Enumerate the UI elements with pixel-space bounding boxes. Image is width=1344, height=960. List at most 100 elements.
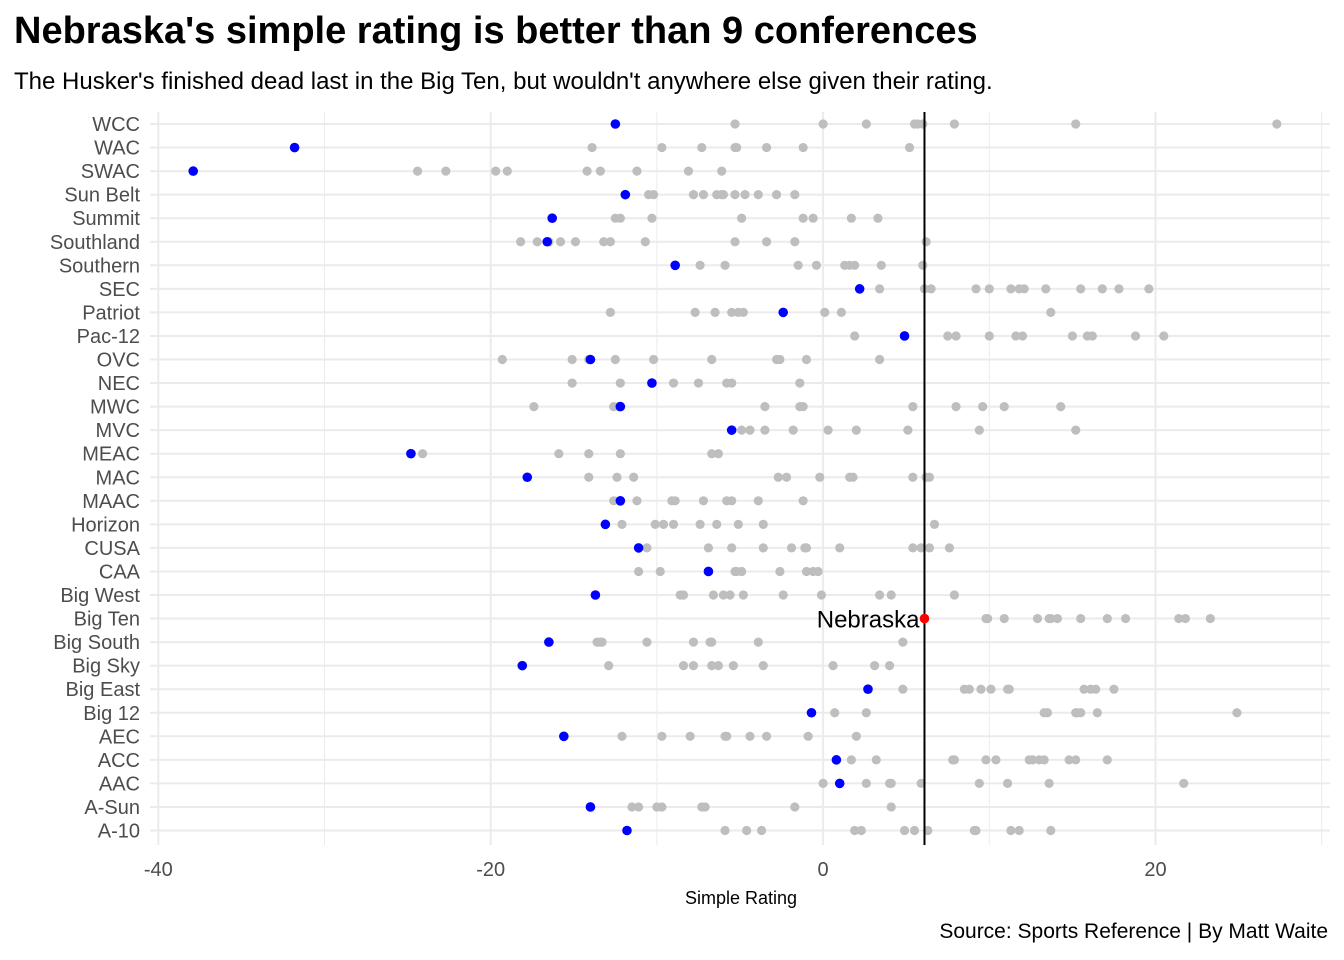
- team-point: [648, 190, 659, 200]
- y-tick-label: Big West: [60, 585, 140, 607]
- team-point: [1011, 331, 1021, 341]
- y-tick-label: OVC: [97, 350, 140, 372]
- team-point: [1071, 425, 1081, 435]
- team-point: [983, 613, 993, 624]
- team-point: [1079, 684, 1089, 694]
- team-point: [1004, 684, 1014, 694]
- team-point: [1205, 613, 1215, 624]
- team-point: [1174, 613, 1184, 624]
- team-point: [627, 802, 637, 812]
- team-point: [758, 661, 768, 671]
- team-point: [974, 778, 984, 789]
- team-point: [629, 472, 639, 482]
- team-point: [820, 307, 830, 317]
- team-point: [898, 637, 908, 647]
- team-point: [875, 354, 885, 365]
- team-point: [815, 472, 825, 482]
- team-point: [861, 778, 871, 789]
- worst-team-point: [585, 802, 596, 812]
- team-point: [886, 802, 896, 812]
- x-tick-label: 20: [1144, 859, 1166, 881]
- team-point: [658, 519, 669, 529]
- team-point: [700, 802, 710, 812]
- team-point: [698, 496, 709, 506]
- team-point: [683, 166, 694, 176]
- x-tick-label: 0: [818, 859, 829, 881]
- team-point: [991, 755, 1001, 765]
- worst-team-point: [188, 166, 199, 176]
- team-point: [984, 331, 994, 341]
- worst-team-point: [622, 825, 632, 836]
- team-point: [786, 543, 797, 553]
- points-layer: [412, 119, 1282, 836]
- worst-team-point: [542, 236, 553, 247]
- y-tick-label: Sun Belt: [64, 185, 140, 207]
- team-point: [567, 354, 577, 365]
- team-point: [737, 425, 747, 435]
- team-point: [886, 778, 896, 789]
- team-point: [732, 142, 742, 153]
- y-tick-label: MEAC: [82, 444, 140, 466]
- team-point: [899, 825, 910, 836]
- team-point: [642, 543, 652, 553]
- team-point: [964, 684, 974, 694]
- team-point: [634, 802, 644, 812]
- team-point: [727, 378, 737, 388]
- team-point: [1071, 119, 1081, 129]
- team-point: [417, 449, 428, 459]
- team-point: [555, 237, 566, 247]
- team-point: [798, 496, 808, 506]
- team-point: [981, 755, 991, 765]
- team-point: [909, 825, 920, 836]
- team-point: [738, 307, 748, 317]
- team-point: [781, 472, 792, 482]
- team-point: [926, 284, 936, 294]
- team-point: [1232, 708, 1242, 718]
- team-point: [823, 425, 833, 435]
- team-point: [1076, 284, 1086, 294]
- team-point: [668, 519, 679, 529]
- worst-team-point: [590, 590, 601, 600]
- team-point: [648, 354, 659, 365]
- team-point: [1032, 613, 1043, 624]
- team-point: [718, 590, 728, 600]
- team-point: [688, 637, 699, 647]
- nebraska-label: Nebraska: [817, 607, 920, 634]
- team-point: [1114, 284, 1124, 294]
- team-point: [595, 166, 605, 176]
- team-point: [1076, 708, 1086, 718]
- team-point: [1179, 778, 1189, 789]
- team-point: [813, 566, 823, 577]
- x-tick-label: -40: [144, 859, 173, 881]
- team-point: [999, 402, 1009, 412]
- team-point: [978, 402, 988, 412]
- team-point: [753, 190, 763, 200]
- team-point: [944, 543, 955, 553]
- team-point: [617, 519, 627, 529]
- team-point: [695, 519, 705, 529]
- team-point: [647, 213, 657, 223]
- y-tick-label: CAA: [99, 561, 141, 583]
- team-point: [884, 661, 895, 671]
- worst-team-point: [289, 142, 300, 153]
- team-point: [760, 425, 770, 435]
- highlight-layer: Nebraska: [188, 119, 930, 836]
- team-point: [828, 661, 838, 671]
- y-tick-label: MVC: [96, 420, 140, 442]
- team-point: [612, 472, 622, 482]
- team-point: [870, 661, 880, 671]
- team-point: [1006, 825, 1016, 836]
- team-point: [707, 661, 717, 671]
- team-point: [698, 190, 709, 200]
- team-point: [1046, 307, 1056, 317]
- team-point: [924, 543, 935, 553]
- team-point: [733, 519, 743, 529]
- team-point: [688, 661, 699, 671]
- team-point: [1067, 331, 1077, 341]
- team-point: [753, 496, 763, 506]
- team-point: [1102, 755, 1112, 765]
- team-point: [738, 590, 748, 600]
- team-point: [655, 566, 665, 577]
- team-point: [584, 472, 594, 482]
